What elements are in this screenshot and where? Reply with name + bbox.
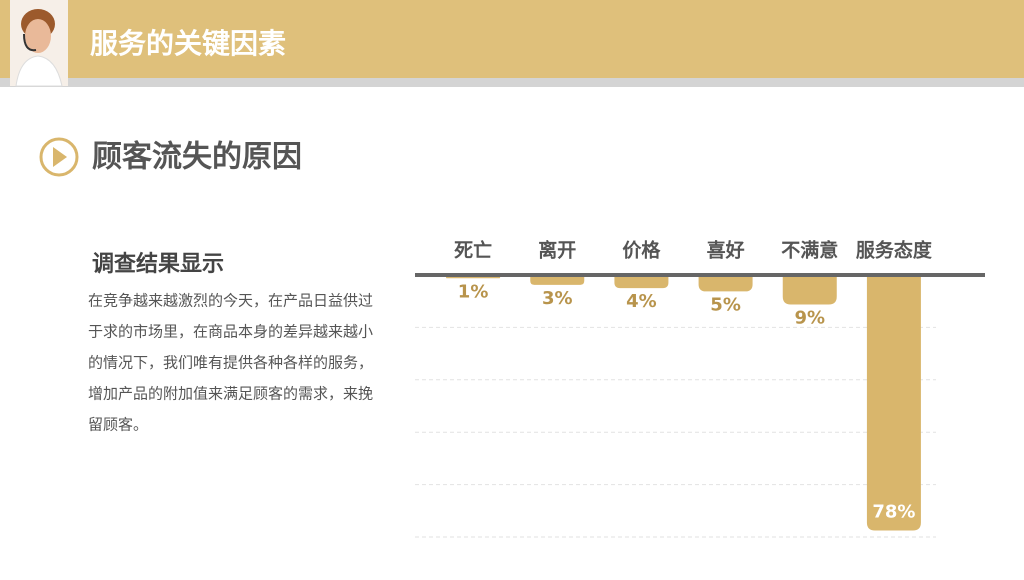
value-label: 5% xyxy=(710,294,741,315)
survey-line: 的情况下，我们唯有提供各种各样的服务， xyxy=(88,354,373,372)
bar xyxy=(698,277,753,292)
x-tick-label: 服务态度 xyxy=(856,239,933,262)
bar xyxy=(530,277,585,285)
survey-line: 留顾客。 xyxy=(88,416,148,434)
x-tick-label: 价格 xyxy=(622,239,661,262)
value-label: 1% xyxy=(458,281,489,302)
header-strip xyxy=(0,78,1024,87)
survey-line: 在竞争越来越激烈的今天，在产品日益供过 xyxy=(88,292,373,310)
value-label: 78% xyxy=(872,501,915,522)
play-icon xyxy=(39,137,79,177)
survey-heading: 调查结果显示 xyxy=(92,251,224,277)
value-label: 4% xyxy=(626,291,657,312)
x-tick-label: 喜好 xyxy=(707,239,745,262)
avatar xyxy=(10,0,68,87)
bar xyxy=(866,277,921,531)
x-tick-label: 死亡 xyxy=(454,239,492,262)
value-label: 9% xyxy=(794,307,825,328)
section-title: 顾客流失的原因 xyxy=(92,140,302,175)
x-tick-label: 离开 xyxy=(538,239,576,262)
bar xyxy=(446,277,501,279)
survey-line: 增加产品的附加值来满足顾客的需求，来挽 xyxy=(88,385,373,403)
bar xyxy=(782,277,837,305)
x-tick-label: 不满意 xyxy=(781,239,838,262)
header-title: 服务的关键因素 xyxy=(90,27,286,60)
bar xyxy=(614,277,669,289)
survey-line: 于求的市场里，在商品本身的差异越来越小 xyxy=(88,323,373,341)
header-band xyxy=(0,0,1024,78)
value-label: 3% xyxy=(542,288,573,309)
